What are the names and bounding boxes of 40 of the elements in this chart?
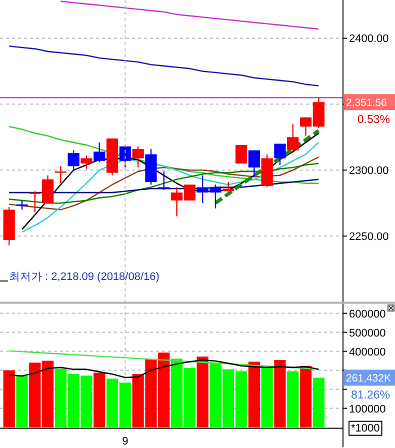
y-tick-label: 400000 bbox=[349, 346, 386, 358]
bar bbox=[16, 376, 28, 428]
candlestick bbox=[287, 123, 299, 151]
bar bbox=[248, 362, 260, 428]
text: 2,351.56 bbox=[346, 97, 388, 110]
candlestick bbox=[132, 146, 144, 168]
line-series bbox=[8, 178, 320, 194]
line-series bbox=[8, 359, 320, 378]
y-tick-label: 2300.00 bbox=[349, 165, 389, 178]
bar bbox=[274, 360, 286, 428]
text: 81.26% bbox=[350, 390, 390, 402]
bar bbox=[312, 378, 324, 428]
candlestick bbox=[274, 143, 286, 166]
bar bbox=[300, 366, 312, 428]
candlestick bbox=[235, 144, 248, 164]
text: 0.53% bbox=[357, 114, 390, 126]
text: *1000 bbox=[351, 422, 380, 434]
bar bbox=[196, 356, 208, 428]
candlestick bbox=[80, 155, 92, 170]
y-tick-label: 100000 bbox=[349, 403, 386, 416]
candlestick bbox=[248, 150, 260, 178]
annotation: 최저가 : 2,218.09 (2018/08/16) bbox=[9, 271, 160, 283]
bar bbox=[287, 371, 299, 428]
candlestick bbox=[68, 150, 80, 171]
candlestick bbox=[54, 166, 66, 184]
line-series bbox=[8, 46, 320, 86]
y-tick-label: 600000 bbox=[349, 308, 386, 320]
x-tick-label: 9 bbox=[122, 435, 128, 448]
y-tick-label: 2250.00 bbox=[349, 231, 389, 244]
bar bbox=[261, 367, 273, 428]
bar bbox=[3, 370, 15, 428]
candlestick bbox=[94, 142, 106, 163]
y-tick-label: 2400.00 bbox=[349, 33, 389, 46]
line-series bbox=[8, 162, 320, 204]
line-series bbox=[8, 156, 320, 210]
text: 261,432K bbox=[346, 372, 391, 385]
bar bbox=[94, 372, 106, 428]
y-tick-label: 500000 bbox=[349, 327, 386, 340]
line-series bbox=[60, 0, 320, 30]
line-series bbox=[214, 128, 320, 205]
